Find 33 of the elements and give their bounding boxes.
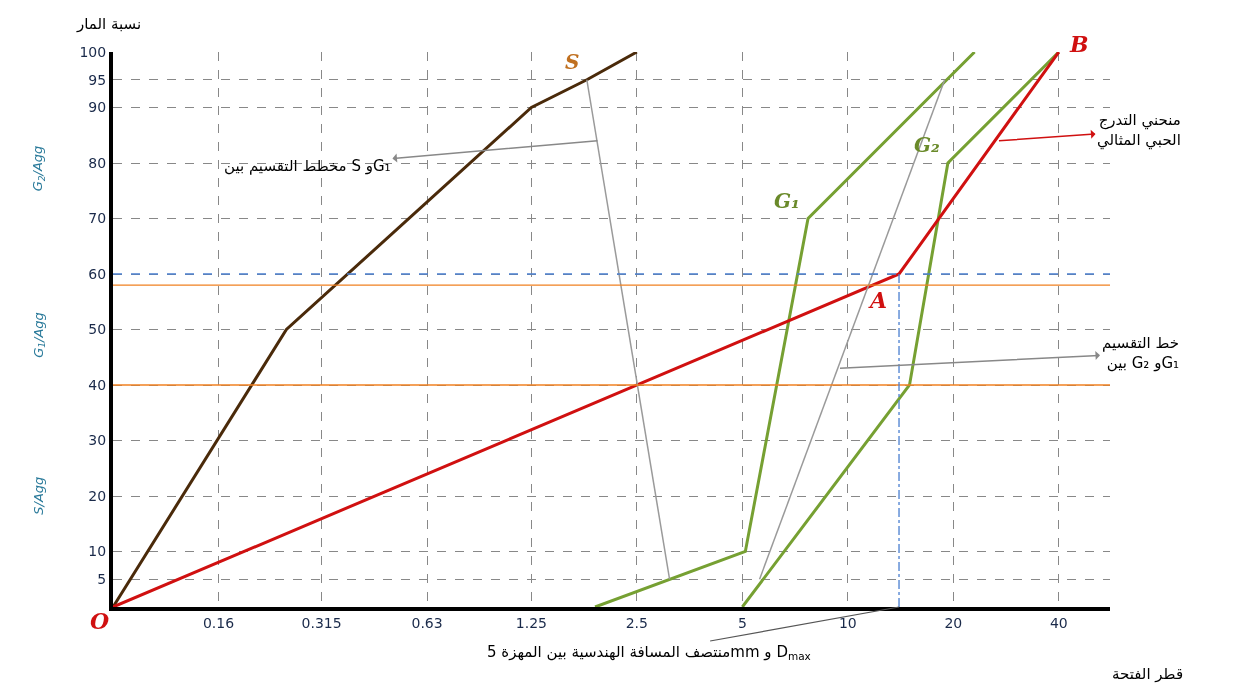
- x-tick-label: 10: [838, 614, 857, 631]
- x-tick-label: 0.16: [202, 614, 235, 631]
- y-tick-label: 20: [88, 487, 107, 504]
- annotation: A: [868, 287, 888, 313]
- x-tick-label: 20: [944, 614, 963, 631]
- x-tick-label: 1.25: [515, 614, 547, 631]
- annotation: منحني التدرج الحبي المثالي: [1097, 111, 1181, 150]
- annotation: B: [1069, 31, 1089, 57]
- x-tick-label: 0.315: [301, 614, 342, 631]
- y-tick-label: 10: [88, 543, 107, 560]
- x-tick-label: 0.63: [411, 614, 443, 631]
- y-tick-label: 5: [97, 571, 107, 588]
- annotation: مخطط التقسيم بين S وG₁: [224, 157, 391, 175]
- y-tick-label: 30: [88, 432, 107, 449]
- y-tick-label: 70: [88, 210, 107, 227]
- y-tick-label: 40: [88, 376, 107, 393]
- y-tick-label: 100: [79, 43, 107, 60]
- y-tick-label: 95: [88, 71, 107, 88]
- annotation: O: [90, 608, 110, 634]
- y-tick-label: 50: [88, 321, 107, 338]
- y-axis-title: نسبة المار: [76, 15, 142, 33]
- x-tick-label: 40: [1049, 614, 1068, 631]
- series-label: G₁: [774, 189, 800, 213]
- series-label: G₂: [914, 133, 941, 157]
- y-tick-label: 60: [88, 265, 107, 282]
- x-tick-label: 2.5: [625, 614, 648, 631]
- y-tick-label: 90: [88, 99, 107, 116]
- x-tick-label: 5: [737, 614, 747, 631]
- series-label: S: [565, 50, 580, 74]
- annotation: خط التقسيم بين G₂ وG₁: [1102, 334, 1180, 372]
- text: S/Agg: [30, 476, 46, 515]
- x-axis-title: قطر الفتحة: [1112, 665, 1184, 683]
- y-tick-label: 80: [88, 154, 107, 171]
